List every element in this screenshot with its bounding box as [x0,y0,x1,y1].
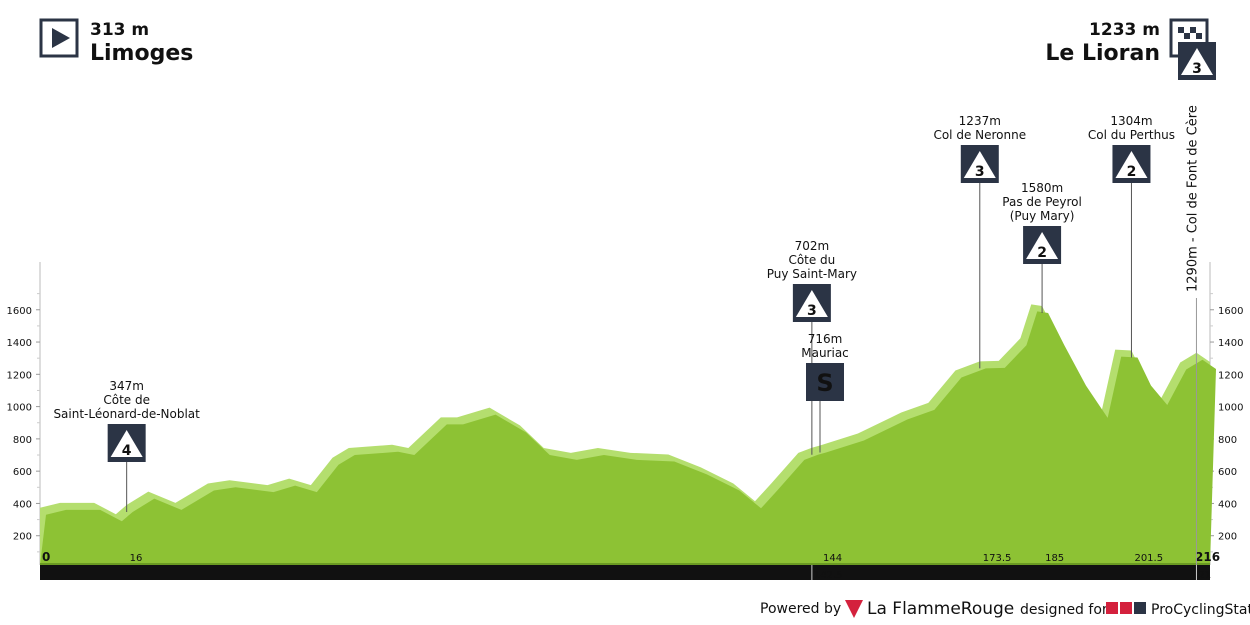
mountain-icon [1181,48,1213,75]
y-tick-label: 1400 [7,338,32,349]
y-tick-label: 600 [13,467,32,478]
climb-name: Côte de [103,393,150,407]
finish-name: Le Lioran [1045,41,1160,66]
y-tick-label: 1000 [7,403,32,414]
climb-altitude: 1237m [959,114,1001,128]
km-label: 201.5 [1134,553,1163,564]
mountain-icon [963,151,996,178]
climb-category: 2 [1037,245,1047,261]
climb-name: Puy Saint-Mary [767,267,857,281]
climb-altitude: 1580m [1021,181,1063,195]
y-tick-label: 200 [1218,532,1237,543]
mountain-icon [1115,151,1148,178]
profile-base [40,563,1210,565]
elevation-profile [40,311,1216,565]
mountain-icon [795,290,828,317]
climb-label: 1290m - Col de Font de Cère [1185,105,1200,292]
y-tick-label: 800 [1218,435,1237,446]
start-header: 313 m Limoges [39,18,193,66]
sprint-box [806,363,844,401]
climb-altitude: 716m [808,332,843,346]
y-tick-label: 1200 [1218,370,1243,381]
y-tick-label: 600 [1218,467,1237,478]
designed-for-label: designed for [1020,602,1108,618]
footer: Powered by La FlammeRouge designed for P… [760,599,1250,619]
climb-name: Mauriac [801,346,849,360]
climb-altitude: 347m [109,379,144,393]
start-altitude: 313 m [90,20,149,40]
climb-name: Saint-Léonard-de-Noblat [53,407,200,421]
y-tick-label: 1400 [1218,338,1243,349]
y-tick-label: 1000 [1218,403,1243,414]
y-tick-label: 400 [13,499,32,510]
powered-by-label: Powered by [760,601,841,617]
pcs-logo [1106,602,1146,614]
distance-bar [40,565,1210,580]
y-tick-label: 1200 [7,370,32,381]
bar-km-label: 21 [1198,570,1211,581]
climb-altitude: 1304m [1110,114,1152,128]
flamme-rouge-brand: La FlammeRouge [867,599,1014,619]
climb-name: Pas de Peyrol [1002,195,1082,209]
climb-name: (Puy Mary) [1010,209,1075,223]
climb-name: Col de Neronne [933,128,1026,142]
climb-name: Col du Perthus [1088,128,1175,142]
finish-altitude: 1233 m [1089,20,1160,40]
km-label: 144 [823,553,842,564]
km-label: 0 [42,550,50,564]
checkered-flag-icon [1169,18,1209,58]
y-tick-label: 400 [1218,499,1237,510]
play-icon [52,28,70,48]
climb-category: 2 [1127,164,1137,180]
mountain-icon [1026,232,1059,259]
climb-name: Côte du [788,253,835,267]
km-label: 216 [1195,550,1220,564]
finish-category: 3 [1192,61,1202,77]
start-name: Limoges [90,41,193,66]
y-tick-label: 200 [13,532,32,543]
y-tick-label: 800 [13,435,32,446]
km-label: 185 [1045,553,1064,564]
km-label: 16 [130,553,143,564]
flamme-rouge-logo [845,600,863,618]
y-tick-label: 1600 [7,306,32,317]
climb-category: 3 [975,164,985,180]
mountain-icon [110,430,143,457]
climb-category: 4 [122,443,132,459]
finish-header: 1233 m Le Lioran 3 [1045,18,1216,80]
km-label: 173.5 [983,553,1012,564]
pcs-brand: ProCyclingStats [1151,602,1250,618]
climb-altitude: 702m [795,239,830,253]
bar-km-label: 142.5 [814,570,843,581]
start-box [39,18,79,58]
sprint-icon: S [816,369,833,397]
climb-category: 3 [807,303,817,319]
y-tick-label: 1600 [1218,306,1243,317]
